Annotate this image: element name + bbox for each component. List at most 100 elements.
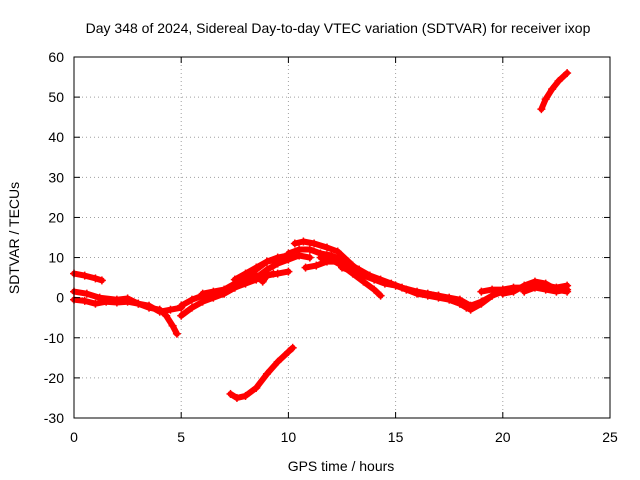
data-point <box>563 285 572 294</box>
y-tick-label: 40 <box>48 129 64 145</box>
data-point <box>423 289 432 298</box>
data-point <box>348 267 357 276</box>
data-point <box>305 245 314 254</box>
x-tick-label: 20 <box>495 429 511 445</box>
ticks: 0 5 10 15 20 25 -30 -20 -10 0 10 20 30 40 50 60 <box>44 49 618 445</box>
grid <box>74 57 610 418</box>
y-tick-label: 0 <box>56 290 64 306</box>
data-point <box>305 253 314 262</box>
data-point <box>284 267 293 276</box>
data-point <box>187 303 196 312</box>
data-point <box>102 297 111 306</box>
data-point <box>226 389 235 398</box>
data-point <box>91 299 100 308</box>
data-point <box>402 285 411 294</box>
data-point <box>273 253 282 262</box>
data-point <box>252 273 261 282</box>
data-point <box>301 263 310 272</box>
y-tick-label: -10 <box>44 330 64 346</box>
data-point <box>370 275 379 284</box>
data-point <box>82 289 91 298</box>
data-point <box>155 307 164 316</box>
series-group <box>70 69 572 402</box>
data-point <box>413 289 422 298</box>
data-point <box>252 263 261 272</box>
data-point <box>434 291 443 300</box>
data-point <box>166 305 175 314</box>
y-tick-label: 30 <box>48 169 64 185</box>
data-point <box>477 297 486 306</box>
data-point <box>262 265 271 274</box>
data-point <box>220 289 229 298</box>
data-series-line <box>71 270 105 284</box>
data-point <box>177 301 186 310</box>
x-tick-label: 5 <box>177 429 185 445</box>
data-point <box>520 287 529 296</box>
chart-title: Day 348 of 2024, Sidereal Day-to-day VTE… <box>86 20 591 36</box>
data-point <box>333 247 342 256</box>
data-point <box>312 261 321 270</box>
data-point <box>269 269 278 278</box>
data-point <box>445 293 454 302</box>
data-point <box>554 77 563 86</box>
data-series-line <box>227 344 296 401</box>
y-axis-label: SDTVAR / TECUs <box>6 182 22 294</box>
x-axis-label: GPS time / hours <box>288 458 395 474</box>
data-point <box>112 298 121 307</box>
data-point <box>370 285 379 294</box>
data-point <box>310 239 319 248</box>
data-point <box>316 253 325 262</box>
data-point <box>232 393 241 402</box>
data-point <box>322 243 331 252</box>
data-point <box>145 301 154 310</box>
data-point <box>230 275 239 284</box>
y-tick-label: 20 <box>48 209 64 225</box>
data-point <box>177 311 186 320</box>
y-tick-label: 60 <box>48 49 64 65</box>
data-point <box>509 287 518 296</box>
data-point <box>563 69 572 78</box>
data-point <box>338 263 346 272</box>
data-point <box>541 285 550 294</box>
data-point <box>187 295 196 304</box>
data-point <box>552 287 561 296</box>
data-point <box>391 281 400 290</box>
data-point <box>541 95 550 104</box>
data-point <box>380 279 389 288</box>
data-point <box>359 271 368 280</box>
data-point <box>241 391 250 400</box>
data-point <box>537 105 546 114</box>
y-tick-label: -30 <box>44 410 64 426</box>
data-point <box>241 277 250 286</box>
data-series-line <box>339 264 470 311</box>
x-tick-label: 15 <box>388 429 404 445</box>
data-point <box>252 383 261 392</box>
data-point <box>376 291 385 300</box>
data-point <box>262 257 271 266</box>
data-point <box>288 343 297 352</box>
data-point <box>455 295 464 304</box>
data-series-line <box>538 70 571 113</box>
data-point <box>134 299 143 308</box>
data-point <box>230 283 239 292</box>
data-point <box>295 245 304 254</box>
data-point <box>258 277 267 286</box>
y-tick-label: 50 <box>48 89 64 105</box>
data-point <box>241 269 250 278</box>
data-point <box>80 296 89 305</box>
data-point <box>548 85 557 94</box>
x-tick-label: 25 <box>602 429 618 445</box>
data-point <box>209 287 218 296</box>
data-point <box>168 321 177 330</box>
data-point <box>477 287 486 296</box>
data-point <box>97 276 106 285</box>
data-point <box>327 255 336 264</box>
data-point <box>498 289 507 298</box>
data-point <box>198 289 207 298</box>
data-point <box>284 249 293 258</box>
y-tick-label: -20 <box>44 370 64 386</box>
data-point <box>123 297 132 306</box>
data-point <box>91 274 100 283</box>
data-point <box>262 369 271 378</box>
